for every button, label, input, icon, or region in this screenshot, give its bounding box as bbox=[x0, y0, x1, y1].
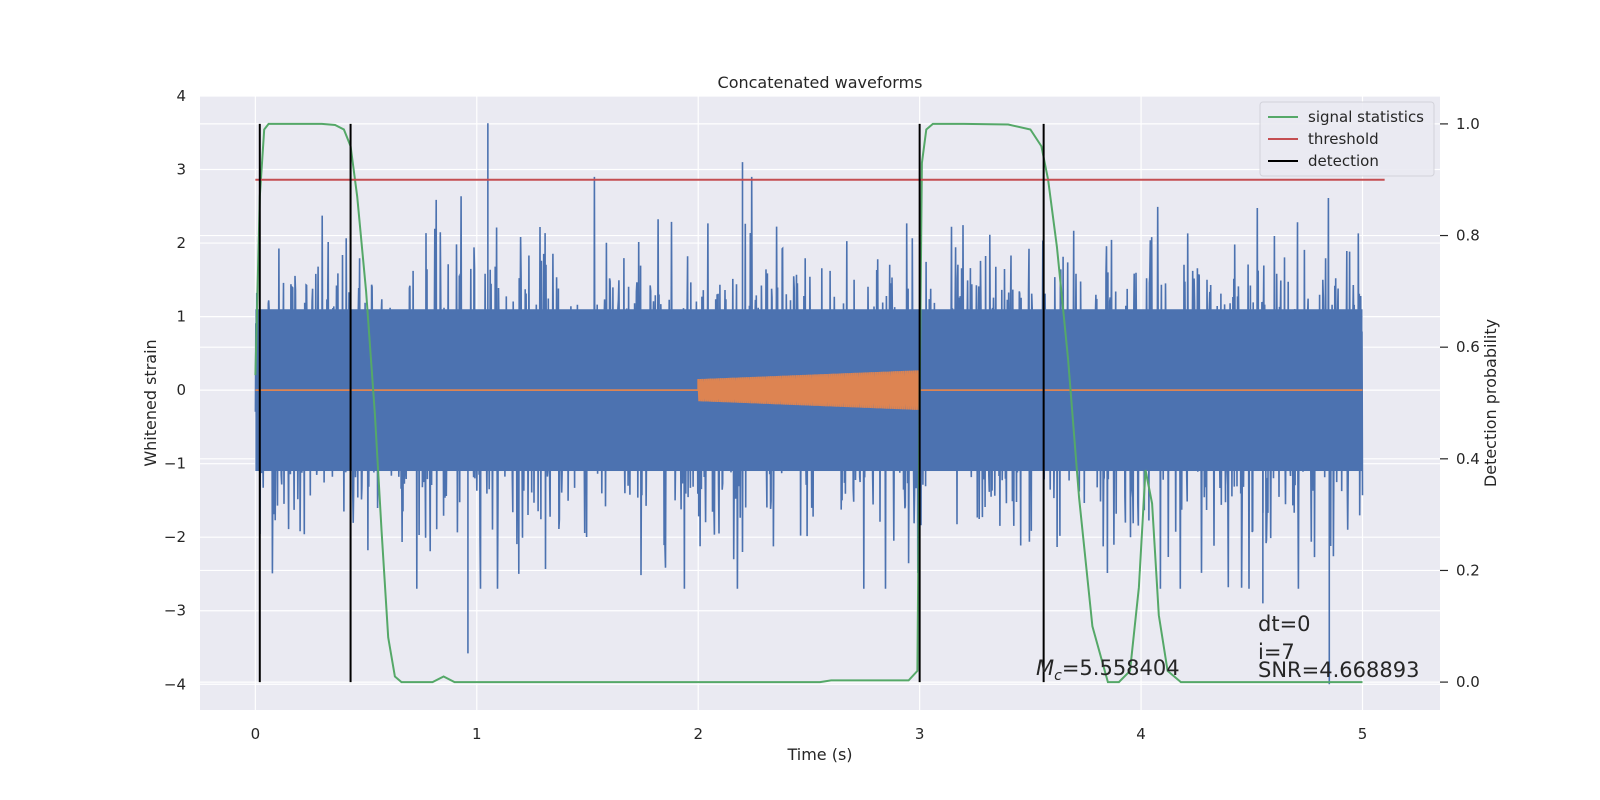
y-left-tick-label: 2 bbox=[176, 234, 186, 252]
y-left-tick-label: 1 bbox=[176, 308, 186, 326]
y-left-tick-label: −4 bbox=[164, 675, 186, 693]
y-right-tick-label: 1.0 bbox=[1456, 115, 1480, 133]
signal-statistics-series bbox=[254, 122, 1363, 684]
signal-statistics-line bbox=[254, 122, 1363, 684]
y-left-tick-label: −3 bbox=[164, 602, 186, 620]
legend-label-threshold: threshold bbox=[1308, 130, 1379, 148]
x-axis-label: Time (s) bbox=[786, 745, 852, 764]
y-right-tick-label: 0.8 bbox=[1456, 227, 1480, 245]
legend: signal statistics threshold detection bbox=[1259, 101, 1435, 177]
tick-labels: 0 1 2 3 4 5 4 3 2 1 0 −1 −2 −3 −4 1.0 0.8 0.6 0.4 0.2 0.0 bbox=[164, 87, 1480, 743]
y-right-tick-label: 0.6 bbox=[1456, 338, 1480, 356]
detection-lines bbox=[258, 123, 1045, 683]
y-left-tick-label: −2 bbox=[164, 528, 186, 546]
template-line bbox=[255, 370, 1363, 410]
chart-title: Concatenated waveforms bbox=[718, 73, 923, 92]
legend-box bbox=[1259, 101, 1435, 177]
y-axis-label-left: Whitened strain bbox=[141, 339, 160, 466]
y-right-tick-label: 0.4 bbox=[1456, 450, 1480, 468]
chirp-mass-annotation: Mc=5.558404 bbox=[1036, 656, 1180, 684]
x-tick-label: 2 bbox=[693, 725, 703, 743]
snr-annotation: SNR=4.668893 bbox=[1258, 658, 1419, 682]
x-tick-label: 0 bbox=[251, 725, 261, 743]
index-annotation: i=7 bbox=[1258, 640, 1295, 664]
legend-label-signal-statistics: signal statistics bbox=[1308, 108, 1424, 126]
x-tick-label: 5 bbox=[1358, 725, 1368, 743]
y-left-tick-label: −1 bbox=[164, 455, 186, 473]
dt-annotation: dt=0 bbox=[1258, 612, 1311, 636]
template-series bbox=[255, 370, 1363, 410]
x-tick-label: 1 bbox=[472, 725, 482, 743]
y-right-tick-label: 0.0 bbox=[1456, 673, 1480, 691]
y-left-tick-label: 4 bbox=[176, 87, 186, 105]
y-axis-label-right: Detection probability bbox=[1481, 319, 1500, 487]
x-tick-label: 4 bbox=[1136, 725, 1146, 743]
x-tick-label: 3 bbox=[915, 725, 925, 743]
y-right-tick-label: 0.2 bbox=[1456, 561, 1480, 579]
y-left-tick-label: 3 bbox=[176, 161, 186, 179]
y-left-tick-label: 0 bbox=[176, 381, 186, 399]
legend-label-detection: detection bbox=[1308, 152, 1379, 170]
